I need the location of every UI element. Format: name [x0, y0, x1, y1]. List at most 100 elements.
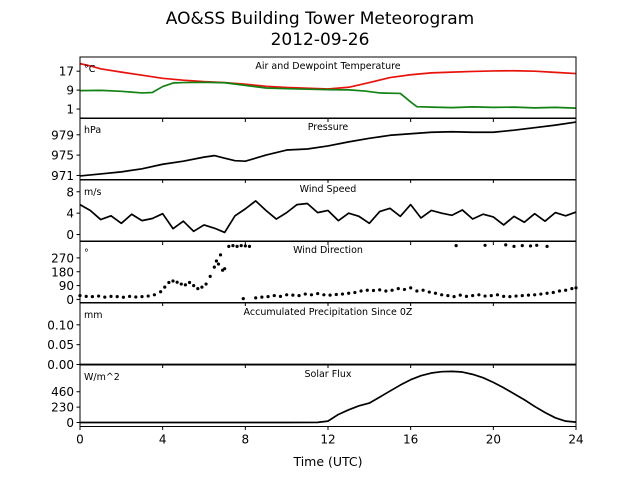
- x-tick-label: 4: [159, 433, 167, 447]
- data-point-wind-direction: [212, 265, 216, 269]
- series-line-solar-flux: [80, 370, 577, 424]
- data-point-wind-direction: [535, 243, 539, 247]
- x-axis-label: Time (UTC): [292, 454, 362, 469]
- data-point-wind-direction: [163, 285, 167, 289]
- data-point-wind-direction: [378, 288, 382, 292]
- data-point-wind-direction: [359, 289, 363, 293]
- data-point-wind-direction: [514, 294, 518, 298]
- panel-title: Accumulated Precipitation Since 0Z: [244, 307, 413, 318]
- data-point-wind-direction: [340, 292, 345, 296]
- data-point-wind-direction: [278, 294, 283, 298]
- figure-title: AO&SS Building Tower Meteorogram: [166, 9, 474, 29]
- data-point-wind-direction: [440, 293, 444, 297]
- data-point-wind-direction: [167, 280, 171, 285]
- data-point-wind-direction: [452, 295, 456, 299]
- panel-3: 0 4 8 Wind Speed m/s: [66, 179, 577, 242]
- data-point-wind-direction: [427, 290, 431, 294]
- data-point-wind-direction: [140, 295, 144, 299]
- data-point-wind-direction: [303, 292, 307, 296]
- data-point-wind-direction: [528, 244, 533, 248]
- panel-title: Pressure: [308, 122, 349, 133]
- panel-unit-label: mm: [84, 310, 103, 321]
- y-tick-label: 0: [66, 416, 74, 430]
- y-tick-label: 180: [51, 265, 74, 279]
- panel-title: Wind Direction: [293, 245, 363, 256]
- data-point-wind-direction: [216, 262, 221, 266]
- panel-unit-label: °: [84, 248, 89, 259]
- panel-unit-label: m/s: [84, 187, 101, 198]
- data-point-wind-direction: [241, 297, 245, 301]
- panel-1: 1 9 17 Air and Dewpoint Temperature °C: [59, 56, 577, 119]
- data-point-wind-direction: [495, 293, 500, 297]
- data-point-wind-direction: [231, 244, 235, 248]
- data-point-wind-direction: [227, 244, 231, 248]
- data-point-wind-direction: [384, 289, 388, 293]
- data-point-wind-direction: [334, 292, 338, 297]
- data-point-wind-direction: [218, 253, 223, 257]
- y-tick-label: 17: [59, 65, 74, 79]
- y-tick-label: 0.05: [47, 338, 74, 352]
- data-point-wind-direction: [520, 244, 524, 248]
- data-point-wind-direction: [477, 293, 481, 297]
- data-point-wind-direction: [551, 290, 555, 295]
- data-point-wind-direction: [545, 244, 549, 248]
- data-point-wind-direction: [254, 296, 258, 300]
- data-point-wind-direction: [260, 295, 264, 299]
- data-point-wind-direction: [84, 294, 88, 298]
- x-axis: 0 4 8 12 16 20 24: [76, 118, 584, 447]
- data-point-wind-direction: [121, 295, 125, 299]
- data-point-wind-direction: [409, 286, 413, 290]
- data-point-wind-direction: [433, 291, 438, 295]
- data-point-wind-direction: [152, 293, 156, 297]
- data-point-wind-direction: [464, 294, 469, 298]
- panel-title: Air and Dewpoint Temperature: [255, 61, 400, 72]
- series-line-wind-speed: [79, 200, 577, 234]
- y-tick-label: 8: [66, 185, 74, 199]
- data-point-wind-direction: [504, 243, 508, 247]
- series-line-pressure: [79, 121, 577, 177]
- panel-title: Solar Flux: [305, 369, 352, 380]
- y-tick-label: 971: [51, 169, 74, 183]
- y-tick-label: 979: [51, 128, 74, 142]
- panels-group: 1 9 17 Air and Dewpoint Temperature °C 971 975…: [47, 56, 578, 430]
- y-tick-label: 90: [59, 279, 74, 293]
- panel-5: 0.00 0.05 0.10 Accumulated Precipitation Si…: [47, 302, 577, 372]
- data-point-wind-direction: [97, 294, 101, 298]
- y-tick-label: 0: [66, 293, 74, 307]
- panel-title: Wind Speed: [300, 184, 357, 195]
- data-point-wind-direction: [570, 287, 574, 291]
- data-point-wind-direction: [502, 294, 506, 298]
- data-point-wind-direction: [526, 293, 531, 297]
- data-point-wind-direction: [187, 280, 192, 285]
- data-point-wind-direction: [396, 287, 400, 291]
- y-tick-label: 9: [66, 84, 74, 98]
- data-point-wind-direction: [291, 293, 295, 297]
- data-point-wind-direction: [109, 294, 113, 298]
- data-point-wind-direction: [512, 244, 516, 248]
- y-tick-label: 460: [51, 385, 74, 399]
- data-point-wind-direction: [545, 291, 549, 295]
- data-point-wind-direction: [322, 293, 326, 297]
- data-point-wind-direction: [272, 293, 276, 298]
- data-point-wind-direction: [115, 295, 119, 299]
- data-point-wind-direction: [266, 295, 270, 299]
- data-point-wind-direction: [214, 259, 218, 263]
- x-tick-label: 8: [242, 433, 250, 447]
- data-point-wind-direction: [446, 293, 450, 298]
- data-point-wind-direction: [365, 288, 369, 292]
- data-point-wind-direction: [204, 282, 208, 286]
- y-tick-label: 270: [51, 251, 74, 265]
- data-point-wind-direction: [415, 289, 419, 293]
- figure-subtitle: 2012-09-26: [271, 30, 370, 50]
- data-point-wind-direction: [347, 291, 351, 295]
- data-point-wind-direction: [239, 244, 243, 248]
- data-point-wind-direction: [557, 289, 562, 293]
- data-point-wind-direction: [171, 279, 175, 283]
- panel-unit-label: hPa: [84, 125, 101, 136]
- data-point-wind-direction: [402, 287, 407, 292]
- data-point-wind-direction: [454, 244, 458, 248]
- data-point-wind-direction: [328, 293, 332, 297]
- x-tick-label: 12: [320, 433, 335, 447]
